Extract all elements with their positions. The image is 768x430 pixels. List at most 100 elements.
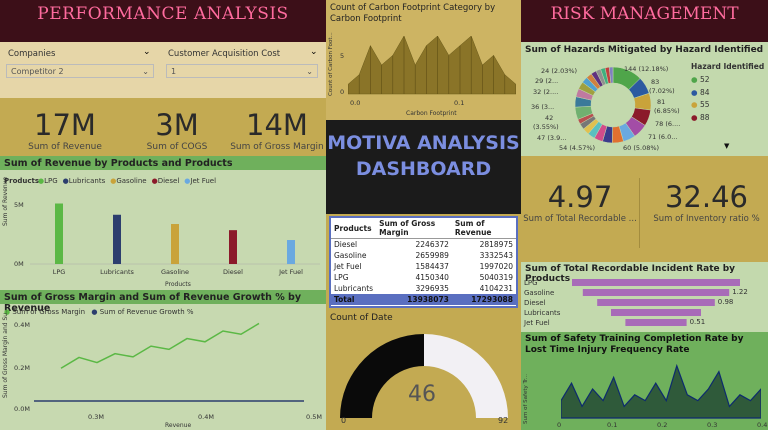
bar[interactable] — [55, 203, 63, 264]
hazards-legend: ● 52 ● 84 ● 55 ● 88 — [691, 74, 709, 124]
chevron-down-icon[interactable]: ⌄ — [310, 47, 318, 57]
legend-item[interactable]: ● 84 — [691, 87, 709, 100]
table-row[interactable]: Diesel 2246372 2818975 — [331, 239, 516, 251]
x-tick: 0.5M — [306, 413, 322, 421]
value-label: 0.51 — [689, 318, 706, 326]
carbon-area-path[interactable] — [348, 36, 516, 95]
carbon-footprint-chart[interactable]: Count of Carbon Footprint Category by Ca… — [326, 0, 521, 120]
training-area — [561, 363, 761, 419]
x-tick: 0.0 — [350, 99, 361, 107]
legend-label: 52 — [699, 75, 710, 84]
kpi-trir: 4.97 Sum of Total Recordable ... — [521, 180, 639, 224]
table-row[interactable]: Gasoline 2659989 3332543 — [331, 250, 516, 261]
x-tick-label: LPG — [53, 268, 66, 276]
legend-item[interactable]: ●Gasoline — [110, 177, 146, 185]
legend-item[interactable]: ●LPG — [38, 177, 58, 185]
bar[interactable] — [287, 240, 295, 264]
legend-item[interactable]: ● 55 — [691, 99, 709, 112]
legend-dot-icon: ● — [110, 177, 117, 185]
bar[interactable] — [113, 214, 121, 264]
kpi-value: 4.97 — [547, 180, 613, 214]
x-tick-label: Jet Fuel — [278, 268, 303, 276]
trir-bar[interactable] — [611, 309, 701, 316]
legend-label: Jet Fuel — [190, 177, 217, 185]
donut — [574, 66, 652, 144]
table-cell: 4150340 — [415, 273, 449, 282]
legend-label: 84 — [699, 87, 710, 97]
legend-item[interactable]: ● 52 — [691, 74, 709, 87]
slice-label: 36 (3... — [531, 103, 555, 111]
x-tick: 0 — [557, 421, 562, 429]
table-header[interactable]: Products — [331, 218, 377, 239]
training-area-path[interactable] — [561, 363, 761, 419]
cac-label: Customer Acquisition Cost — [168, 49, 281, 59]
dashboard-title-panel: MOTIVA ANALYSIS DASHBOARD — [326, 120, 521, 214]
trir-by-products-chart[interactable]: Sum of Total Recordable Incident Rate by… — [521, 262, 768, 332]
y-tick: 0 — [340, 88, 345, 96]
products-table[interactable]: Products Sum of Gross Margin Sum of Reve… — [329, 216, 518, 308]
legend-item[interactable]: ● 88 — [691, 112, 709, 125]
revenue-legend: ●LPG ●Lubricants ●Gasoline ●Diesel ●Jet Fuel — [38, 177, 216, 185]
gross-margin-growth-chart[interactable]: Sum of Gross Margin and Sum of Revenue G… — [0, 290, 326, 430]
training-x-ticks: 0 0.1 0.2 0.3 0.4 — [557, 421, 767, 429]
slice-label: 42 — [545, 114, 554, 122]
bar[interactable] — [171, 224, 179, 264]
donut-slice[interactable] — [608, 66, 614, 84]
chart-title: Count of Carbon Footprint Category by Ca… — [330, 3, 496, 24]
table-cell: Gasoline — [334, 251, 367, 260]
table-cell: Diesel — [334, 240, 358, 249]
companies-dropdown[interactable]: Competitor 2 ⌄ — [6, 64, 154, 78]
table-cell: 2246372 — [415, 240, 449, 249]
table-cell: 3332543 — [479, 251, 513, 260]
legend-title: Products — [4, 177, 40, 185]
hazards-donut-chart[interactable]: Sum of Hazards Mitigated by Hazard Ident… — [521, 42, 768, 156]
filters-panel: Companies ⌄ Competitor 2 ⌄ Customer Acqui… — [0, 42, 326, 98]
gross-margin-line[interactable] — [60, 322, 260, 369]
trir-bar[interactable] — [582, 289, 730, 296]
revenue-by-products-chart[interactable]: Sum of Revenue by Products and Products … — [0, 156, 326, 290]
kpi-value: 17M — [34, 108, 96, 142]
kpi-revenue: 17M Sum of Revenue — [20, 108, 110, 152]
legend-label: Diesel — [157, 177, 180, 185]
trir-bar[interactable] — [572, 279, 740, 286]
risk-management-title: RISK MANAGEMENT — [521, 0, 768, 42]
y-tick: 5M — [14, 201, 24, 209]
table-row[interactable]: Jet Fuel 1584437 1997020 — [331, 261, 516, 272]
table-header[interactable]: Sum of Gross Margin — [376, 218, 452, 239]
y-axis-label: Sum of Safety Tr... — [523, 373, 529, 424]
bar[interactable] — [229, 230, 237, 264]
legend-item[interactable]: ●Diesel — [152, 177, 180, 185]
table-cell: 2659989 — [415, 251, 449, 260]
legend-item[interactable]: ●Lubricants — [63, 177, 106, 185]
x-axis-label: Products — [165, 281, 191, 288]
cac-dropdown[interactable]: 1 ⌄ — [166, 64, 318, 78]
legend-label: 55 — [699, 100, 710, 109]
table-cell: Lubricants — [334, 284, 374, 293]
chart-title: Sum of Safety Training Completion Rate b… — [525, 334, 744, 355]
x-axis-label: Carbon Footprint — [406, 110, 457, 117]
legend-dot-icon: ● — [62, 177, 69, 185]
x-tick-label: Gasoline — [161, 268, 189, 276]
legend-dot-icon: ● — [151, 177, 158, 185]
table-row[interactable]: LPG 4150340 5040319 — [331, 272, 516, 283]
count-of-date-gauge[interactable]: Count of Date 46 0 92 — [326, 310, 521, 430]
chevron-down-icon: ⌄ — [306, 67, 313, 76]
legend-item[interactable]: ●Jet Fuel — [184, 177, 216, 185]
chart-title: Sum of Gross Margin and Sum of Revenue G… — [0, 290, 326, 314]
slice-label: 71 (6.0... — [648, 133, 678, 141]
growth-legend: ● Sum of Gross Margin ● Sum of Revenue G… — [4, 308, 194, 316]
table-row[interactable]: Lubricants 3296935 4104231 — [331, 283, 516, 294]
safety-training-chart[interactable]: Sum of Safety Training Completion Rate b… — [521, 332, 768, 430]
companies-value: Competitor 2 — [11, 67, 64, 76]
legend-dot-icon: ● — [691, 100, 698, 109]
legend-title: Hazard Identified — [691, 62, 765, 71]
slice-label: 54 (4.57%) — [559, 144, 596, 152]
trir-bar[interactable] — [625, 319, 687, 326]
trir-bar[interactable] — [597, 299, 715, 306]
slice-label: 78 (6.... — [655, 120, 681, 128]
table-header[interactable]: Sum of Revenue — [451, 218, 516, 239]
legend-scroll-down-icon[interactable]: ▼ — [724, 142, 730, 150]
table-cell: 1997020 — [479, 262, 513, 271]
safety-kpi-panel: 4.97 Sum of Total Recordable ... 32.46 S… — [521, 156, 768, 262]
chevron-down-icon[interactable]: ⌄ — [143, 47, 151, 57]
